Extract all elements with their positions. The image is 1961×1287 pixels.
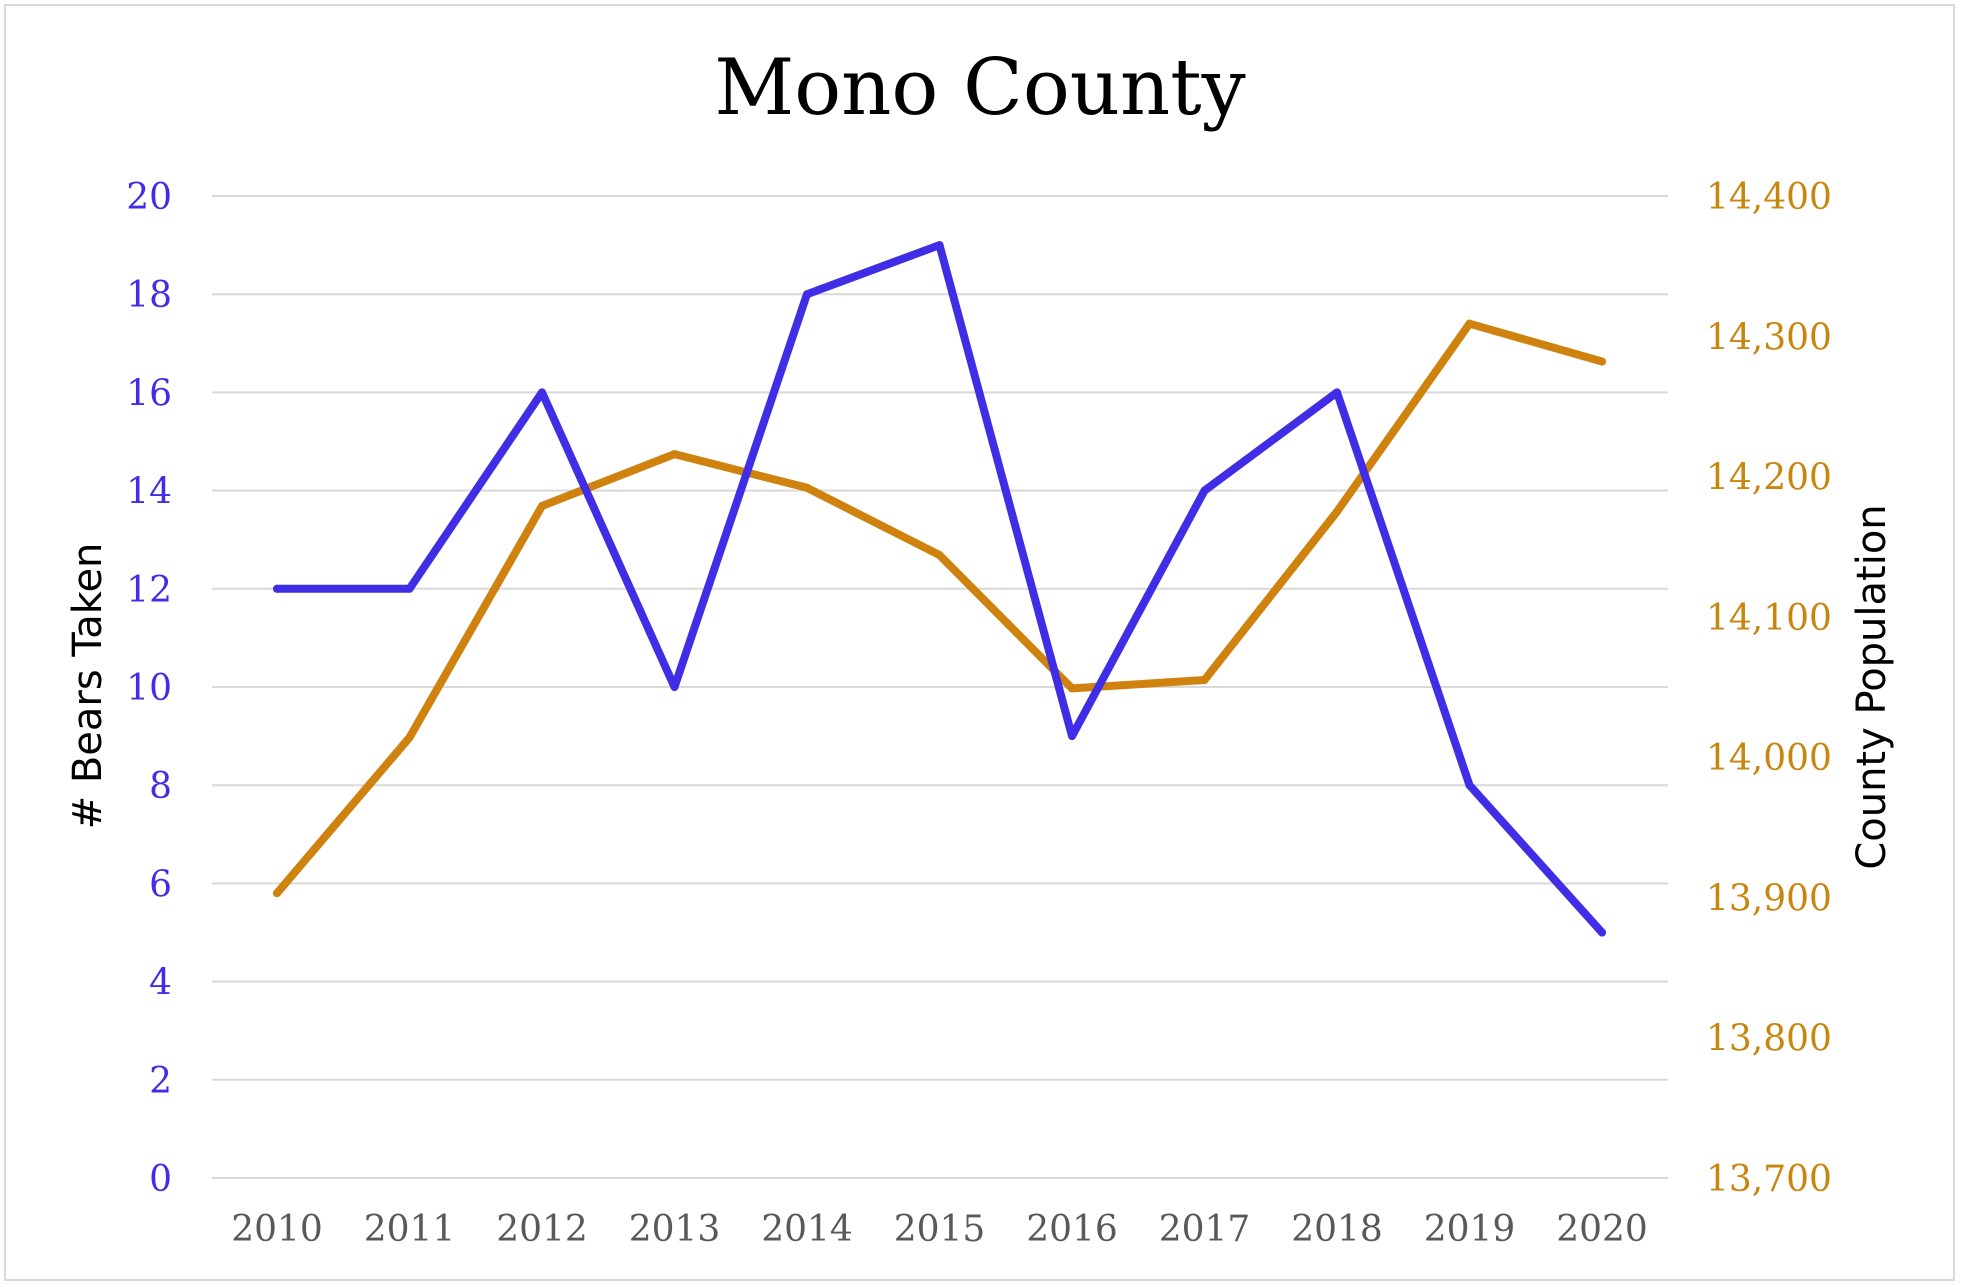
right-axis-tick-label: 14,400 <box>1706 177 1832 218</box>
bears-taken-point <box>1068 732 1076 741</box>
x-axis-tick-label: 2020 <box>1556 1209 1648 1250</box>
county-population-point <box>405 733 414 742</box>
county-population-point <box>1200 675 1209 684</box>
x-axis-tick-label: 2016 <box>1026 1209 1118 1250</box>
left-axis-ticks: 0 2 4 6 8 10 12 14 16 18 20 <box>126 177 172 1200</box>
county-population-point <box>670 450 679 459</box>
x-axis-tick-label: 2017 <box>1159 1209 1251 1250</box>
series-lines <box>273 241 1606 937</box>
bears-taken-point <box>935 241 944 250</box>
left-axis-title: # Bears Taken <box>65 543 111 830</box>
x-axis-tick-label: 2010 <box>231 1209 323 1250</box>
right-axis-tick-label: 13,800 <box>1706 1019 1832 1060</box>
right-axis-tick-label: 13,700 <box>1706 1159 1832 1200</box>
x-axis-tick-label: 2014 <box>761 1209 853 1250</box>
bears-taken-point <box>670 683 679 691</box>
x-axis-tick-label: 2012 <box>496 1209 588 1250</box>
chart-title: Mono County <box>714 43 1245 133</box>
gridlines <box>212 195 1668 1179</box>
bears-taken-point <box>1598 928 1606 937</box>
right-axis-tick-label: 14,000 <box>1706 738 1832 779</box>
county-population-line <box>273 319 1606 898</box>
left-axis-tick-label: 12 <box>126 570 172 611</box>
bears-taken-point <box>273 584 281 593</box>
right-axis-tick-label: 14,300 <box>1706 317 1832 358</box>
bears-taken-point <box>1333 388 1341 397</box>
x-axis-tick-label: 2018 <box>1291 1209 1383 1250</box>
left-axis-tick-label: 20 <box>126 177 172 218</box>
right-axis-title: County Population <box>1849 504 1895 869</box>
county-population-point <box>1333 507 1341 516</box>
county-population-point <box>1598 357 1606 366</box>
county-population-point <box>538 502 546 511</box>
x-axis-tick-label: 2011 <box>364 1209 456 1250</box>
left-axis-tick-label: 4 <box>149 963 172 1004</box>
right-axis-tick-label: 14,200 <box>1706 458 1832 499</box>
x-axis-ticks: 2010 2011 2012 2013 2014 2015 2016 2017 2018 2019… <box>231 1209 1648 1250</box>
county-population-point <box>1465 319 1474 328</box>
bears-taken-point <box>538 388 546 397</box>
left-axis-tick-label: 8 <box>149 766 172 807</box>
right-axis-tick-label: 13,900 <box>1706 878 1832 919</box>
left-axis-tick-label: 0 <box>149 1159 172 1200</box>
left-axis-tick-label: 14 <box>126 472 172 513</box>
county-population-point <box>803 483 811 492</box>
county-population-point <box>1068 684 1076 693</box>
right-axis-tick-label: 14,100 <box>1706 598 1832 639</box>
x-axis-tick-label: 2019 <box>1424 1209 1516 1250</box>
left-axis-tick-label: 10 <box>126 668 172 709</box>
x-axis-tick-label: 2013 <box>629 1209 721 1250</box>
bears-taken-point <box>1465 781 1474 790</box>
county-population-point <box>935 551 944 560</box>
bears-taken-point <box>405 584 414 593</box>
bears-taken-point <box>803 290 811 299</box>
right-axis-ticks: 13,700 13,800 13,900 14,000 14,100 14,200 14,3… <box>1706 177 1832 1200</box>
left-axis-tick-label: 2 <box>149 1061 172 1102</box>
bears-taken-point <box>1200 486 1209 495</box>
left-axis-tick-label: 16 <box>126 373 172 414</box>
left-axis-tick-label: 18 <box>126 275 172 316</box>
county-population-point <box>273 889 281 898</box>
x-axis-tick-label: 2015 <box>894 1209 986 1250</box>
left-axis-tick-label: 6 <box>149 864 172 905</box>
chart-frame <box>4 4 1955 1281</box>
